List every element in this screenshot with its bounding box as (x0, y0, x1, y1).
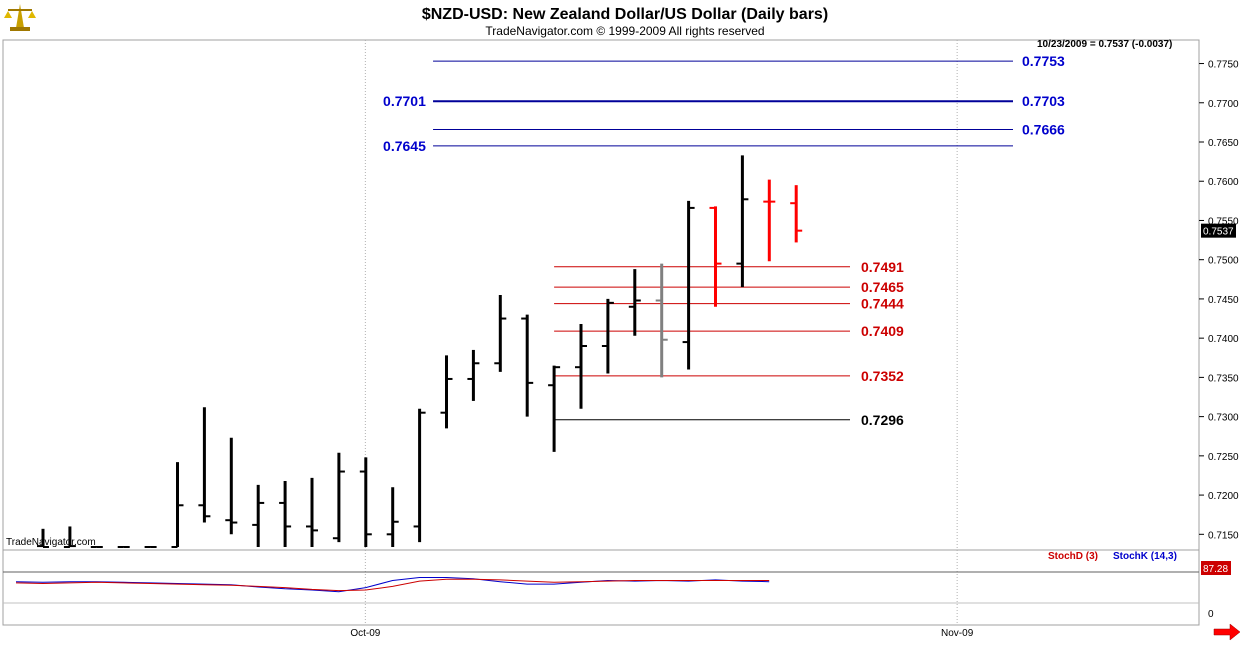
price-levels: 0.7753 0.7703 0.7701 0.7666 0.7645 0.7491 0.74… (383, 53, 1065, 428)
chart-title: $NZD-USD: New Zealand Dollar/US Dollar (… (422, 6, 828, 23)
ohlc-bar (306, 477, 318, 547)
ohlc-bar (736, 155, 749, 288)
price-tick-label: 0.7500 (1208, 256, 1239, 267)
level-label-right: 0.7465 (861, 279, 904, 295)
price-panel[interactable] (2, 39, 1200, 551)
ohlc-bar (521, 314, 534, 417)
price-tick-label: 0.7550 (1208, 216, 1239, 227)
watermark: TradeNavigator.com (6, 537, 96, 548)
price-axis: 0.7150 0.7200 0.7250 0.7300 0.7350 0.7400 0.74… (1199, 60, 1239, 541)
ohlc-bar (90, 546, 103, 548)
ohlc-bar (548, 365, 561, 452)
price-tick-label: 0.7400 (1208, 334, 1239, 345)
ohlc-bar (198, 407, 211, 523)
level-label-left: 0.7701 (383, 93, 426, 109)
price-tick-label: 0.7150 (1208, 530, 1239, 541)
last-price-text: 0.7537 (1203, 227, 1234, 238)
date-axis-label: Oct-09 (350, 628, 380, 639)
ohlc-bar (252, 484, 265, 547)
ohlc-bar (171, 462, 184, 548)
level-label-right: 0.7409 (861, 323, 904, 339)
stochd-line (15, 578, 770, 592)
level-label-right: 0.7703 (1022, 93, 1065, 109)
stochd-legend: StochD (3) (1048, 551, 1098, 562)
level-label-right: 0.7753 (1022, 53, 1065, 69)
price-tick-label: 0.7650 (1208, 138, 1239, 149)
ohlc-bar (467, 349, 480, 401)
stochk-legend: StochK (14,3) (1113, 551, 1177, 562)
last-quote-readout: 10/23/2009 = 0.7537 (-0.0037) (1037, 39, 1172, 50)
level-label-right: 0.7666 (1022, 121, 1065, 137)
level-label-right: 0.7444 (861, 296, 904, 312)
date-axis-label: Nov-09 (941, 628, 974, 639)
ohlc-bar (494, 295, 507, 372)
ohlc-bar (601, 298, 614, 374)
indicator-panel[interactable] (2, 549, 1200, 626)
indicator-value-badge: 87.28 (1201, 561, 1231, 575)
ohlc-bars (37, 155, 803, 548)
scroll-right-arrow-icon[interactable] (1213, 623, 1241, 641)
indicator-zero-tick: 0 (1208, 609, 1214, 620)
level-label-right: 0.7296 (861, 412, 904, 428)
indicator-value-text: 87.28 (1203, 564, 1228, 575)
ohlc-bar (225, 437, 238, 535)
ohlc-bar (440, 355, 453, 429)
ohlc-bar (117, 546, 130, 548)
ohlc-bar (413, 408, 426, 543)
level-label-right: 0.7352 (861, 368, 904, 384)
ohlc-bar (575, 324, 587, 409)
price-tick-label: 0.7750 (1208, 60, 1239, 71)
copyright-notice: TradeNavigator.com © 1999-2009 All right… (485, 24, 764, 38)
ohlc-bar (144, 546, 157, 548)
ohlc-bar (763, 179, 776, 262)
scales-logo-icon (4, 4, 36, 31)
price-tick-label: 0.7700 (1208, 99, 1239, 110)
ohlc-bar (279, 480, 292, 547)
ohlc-bar (37, 528, 49, 548)
ohlc-bar (709, 206, 722, 307)
ohlc-bar (790, 185, 803, 243)
price-tick-label: 0.7450 (1208, 295, 1239, 306)
price-tick-label: 0.7200 (1208, 491, 1239, 502)
price-tick-label: 0.7350 (1208, 373, 1239, 384)
last-price-badge: 0.7537 (1201, 223, 1236, 238)
level-label-right: 0.7491 (861, 259, 904, 275)
ohlc-bar (332, 452, 345, 543)
price-tick-label: 0.7250 (1208, 452, 1239, 463)
ohlc-bar (63, 526, 76, 548)
level-label-left: 0.7645 (383, 138, 426, 154)
date-axis: Oct-09 Nov-09 (350, 628, 973, 639)
ohlc-bar (682, 200, 695, 370)
ohlc-bar (628, 269, 641, 336)
price-tick-label: 0.7300 (1208, 413, 1239, 424)
ohlc-bar (655, 263, 668, 378)
ohlc-bar (386, 487, 399, 547)
ohlc-bar (359, 457, 372, 547)
price-tick-label: 0.7600 (1208, 177, 1239, 188)
